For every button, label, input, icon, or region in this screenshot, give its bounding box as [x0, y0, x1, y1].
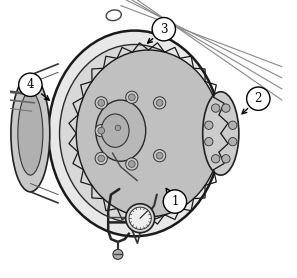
- Ellipse shape: [101, 114, 129, 147]
- Circle shape: [95, 97, 107, 109]
- Circle shape: [163, 190, 187, 213]
- Text: 1: 1: [171, 195, 178, 208]
- Circle shape: [205, 121, 213, 129]
- Circle shape: [126, 204, 155, 233]
- Ellipse shape: [11, 75, 50, 192]
- Circle shape: [126, 158, 138, 170]
- Circle shape: [152, 18, 176, 41]
- Ellipse shape: [203, 92, 239, 175]
- Circle shape: [98, 100, 105, 106]
- Circle shape: [154, 97, 166, 109]
- Circle shape: [129, 207, 151, 229]
- Circle shape: [211, 155, 220, 163]
- Circle shape: [98, 155, 105, 162]
- Circle shape: [156, 152, 163, 159]
- Text: 4: 4: [27, 78, 34, 91]
- Circle shape: [126, 91, 138, 103]
- Ellipse shape: [76, 50, 221, 217]
- Circle shape: [154, 150, 166, 162]
- Circle shape: [211, 104, 220, 112]
- Ellipse shape: [48, 31, 221, 236]
- Circle shape: [129, 161, 135, 167]
- Circle shape: [113, 249, 123, 259]
- Circle shape: [222, 155, 230, 163]
- Circle shape: [229, 121, 237, 129]
- Circle shape: [129, 94, 135, 101]
- Ellipse shape: [18, 92, 43, 175]
- Circle shape: [222, 104, 230, 112]
- Text: 2: 2: [255, 92, 262, 105]
- Circle shape: [115, 125, 121, 131]
- Circle shape: [95, 125, 107, 137]
- Circle shape: [98, 127, 105, 134]
- Circle shape: [95, 152, 107, 165]
- Circle shape: [229, 138, 237, 146]
- Circle shape: [205, 138, 213, 146]
- Circle shape: [19, 73, 42, 96]
- Circle shape: [247, 87, 270, 110]
- Text: 3: 3: [160, 23, 168, 36]
- Ellipse shape: [59, 44, 210, 222]
- Ellipse shape: [96, 100, 146, 161]
- Circle shape: [156, 100, 163, 106]
- Circle shape: [113, 123, 123, 133]
